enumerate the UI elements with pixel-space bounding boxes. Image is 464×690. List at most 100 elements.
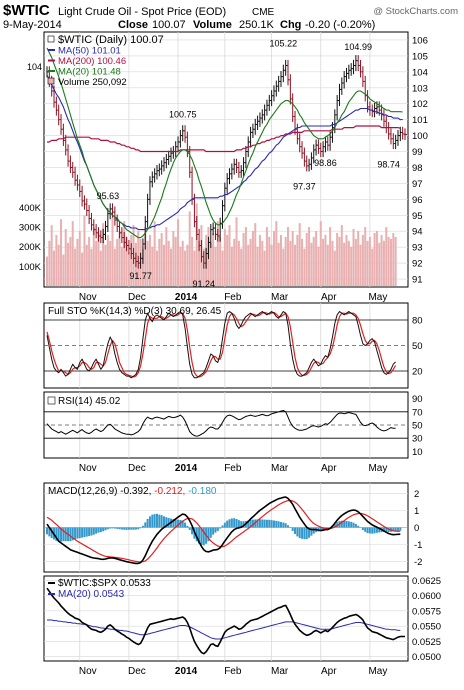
volume-bar	[296, 235, 298, 286]
volume-bar	[221, 251, 223, 286]
volume-bar	[72, 221, 74, 286]
macd-histogram-bar	[350, 522, 352, 528]
volume-bar	[280, 235, 282, 286]
macd-histogram-bar	[151, 515, 153, 528]
volume-bar	[388, 237, 390, 286]
volume-bar	[112, 217, 114, 286]
macd-histogram-bar	[88, 528, 90, 537]
volume-bar	[355, 239, 357, 286]
volume-bar	[264, 251, 266, 286]
volume-bar	[395, 237, 397, 286]
macd-histogram-bar	[369, 528, 371, 534]
volume-bar	[252, 231, 254, 286]
macd-histogram-bar	[299, 528, 301, 539]
date-label: 9-May-2014	[3, 19, 62, 31]
close-value: 100.07	[152, 19, 186, 31]
legend-swatch	[48, 36, 54, 42]
macd-histogram-bar	[130, 528, 132, 530]
macd-histogram-bar	[397, 528, 399, 531]
volume-bar	[271, 245, 273, 286]
volume-bar	[83, 215, 85, 286]
macd-histogram-bar	[259, 519, 261, 527]
macd-histogram-bar	[285, 523, 287, 527]
macd-histogram-bar	[212, 528, 214, 535]
macd-histogram-bar	[219, 528, 221, 529]
rsi-label: RSI(14) 45.02	[58, 396, 121, 407]
volume-y-tick-label: 400K	[19, 203, 42, 214]
volume-bar	[346, 235, 348, 286]
x-tick-label: Apr	[321, 463, 337, 474]
macd-histogram-bar	[128, 528, 130, 530]
watermark: @ StockCharts.com	[373, 6, 458, 17]
x-tick-label: May	[368, 292, 387, 303]
volume-bar	[245, 227, 247, 286]
volume-bar	[109, 241, 111, 286]
macd-histogram-bar	[102, 528, 104, 532]
macd-histogram-bar	[46, 528, 48, 535]
volume-bar	[292, 231, 294, 286]
volume-bar	[250, 239, 252, 286]
macd-histogram-bar	[210, 528, 212, 538]
volume-bar	[266, 227, 268, 286]
volume-bar	[163, 245, 165, 286]
volume-bar	[381, 235, 383, 286]
macd-histogram-bar	[161, 515, 163, 527]
macd-histogram-bar	[79, 528, 81, 539]
volume-bar	[287, 227, 289, 286]
macd-histogram-bar	[140, 528, 142, 529]
volume-bar	[240, 249, 242, 286]
volume-bar	[313, 237, 315, 286]
macd-histogram-bar	[287, 525, 289, 527]
x-tick-label: Apr	[321, 292, 337, 303]
volume-bar	[177, 219, 179, 286]
close-label: Close	[118, 19, 148, 31]
volume-bar	[161, 233, 163, 286]
volume-bar	[79, 231, 81, 286]
ratio-y-tick-label: 0.0625	[412, 576, 441, 587]
macd-histogram-bar	[226, 521, 228, 528]
volume-bar	[383, 241, 385, 286]
ratio-y-tick-label: 0.0575	[412, 606, 441, 617]
volume-bar	[390, 239, 392, 286]
volume-bar	[310, 243, 312, 286]
macd-histogram-bar	[296, 528, 298, 537]
rsi-y-tick-label: 30	[412, 434, 423, 445]
volume-y-tick-label: 300K	[19, 223, 42, 234]
volume-bar	[90, 249, 92, 286]
volume-bar	[282, 249, 284, 286]
macd-histogram-bar	[367, 528, 369, 534]
volume-bar	[226, 235, 228, 286]
macd-histogram-bar	[313, 528, 315, 534]
volume-bar	[114, 249, 116, 286]
volume-bar	[374, 233, 376, 286]
x-tick-label: Nov	[79, 292, 97, 303]
volume-bar	[231, 247, 233, 286]
price-y-tick-label: 95	[412, 211, 423, 222]
stochastic-y-tick-label: 50	[412, 341, 423, 352]
x-tick-label: Feb	[224, 463, 242, 474]
macd-histogram-bar	[126, 528, 128, 530]
volume-bar	[285, 237, 287, 286]
macd-histogram-bar	[268, 520, 270, 528]
volume-bar	[238, 241, 240, 286]
price-annotation: 105.22	[270, 38, 298, 48]
macd-histogram-bar	[303, 528, 305, 540]
macd-label-part: -0.180	[188, 486, 217, 497]
volume-bar	[350, 247, 352, 286]
volume-bar	[165, 227, 167, 286]
volume-bar	[67, 243, 69, 286]
macd-histogram-bar	[95, 528, 97, 534]
chg-value: -0.20 (-0.20%)	[305, 19, 375, 31]
volume-bar	[371, 249, 373, 286]
price-y-tick-label: 97	[412, 179, 423, 190]
price-y-tick-label: 101	[412, 115, 428, 126]
macd-histogram-bar	[154, 514, 156, 527]
price-annotation: 104.99	[344, 42, 372, 52]
macd-histogram-bar	[81, 528, 83, 538]
volume-bar	[348, 241, 350, 286]
macd-histogram-bar	[83, 528, 85, 538]
macd-histogram-bar	[364, 528, 366, 532]
symbol-label[interactable]: $WTIC	[3, 2, 50, 19]
macd-histogram-bar	[147, 519, 149, 528]
volume-bar	[317, 247, 319, 286]
